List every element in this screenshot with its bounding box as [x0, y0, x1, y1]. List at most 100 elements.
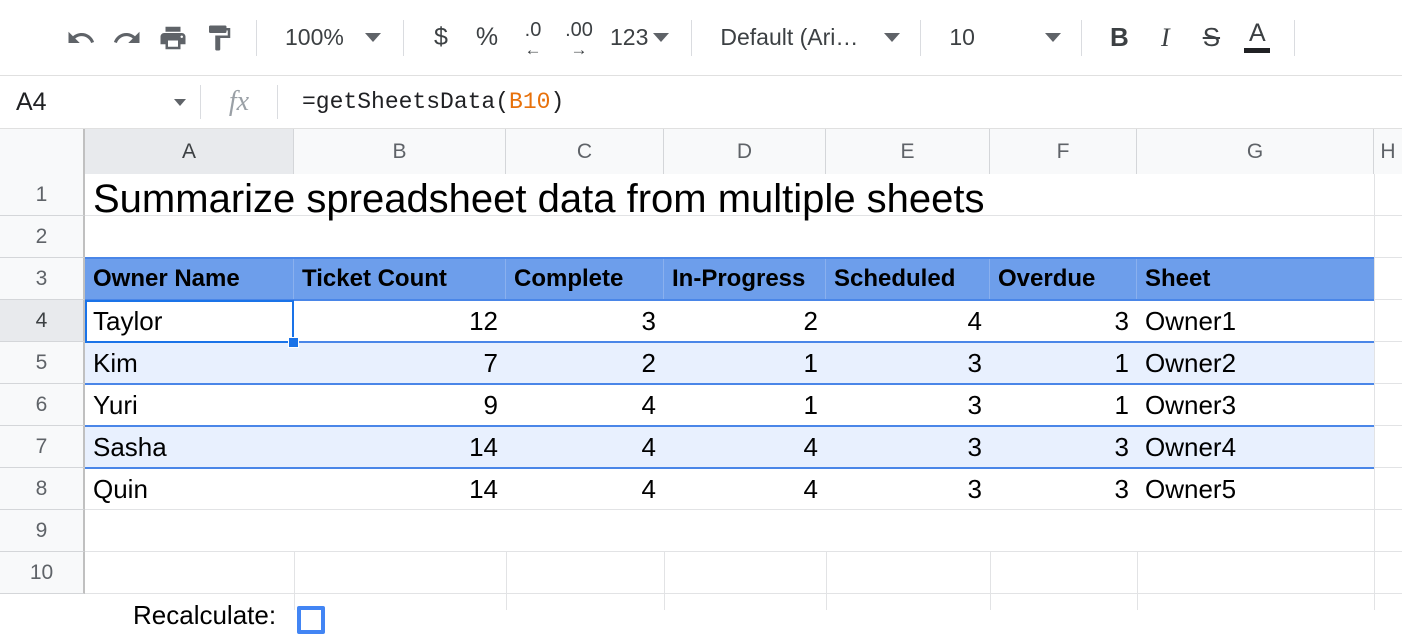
row-band-5: [85, 342, 1374, 384]
column-header-h[interactable]: H: [1374, 129, 1402, 174]
toolbar: 100% $ % .0 ← .00 → 123 Default (Ari… 10: [0, 0, 1402, 76]
name-box[interactable]: A4: [0, 76, 200, 129]
print-button[interactable]: [150, 15, 196, 61]
row-header-1[interactable]: 1: [0, 174, 85, 216]
cell-e4[interactable]: 4: [967, 305, 982, 336]
cell-e8[interactable]: 3: [967, 473, 982, 504]
number-format-selector[interactable]: 123: [602, 15, 677, 61]
cell-f4[interactable]: 3: [1114, 305, 1129, 336]
cell-d4[interactable]: 2: [803, 305, 818, 336]
cell-d8[interactable]: 4: [803, 473, 818, 504]
cell-d7[interactable]: 4: [803, 431, 818, 462]
bold-button[interactable]: B: [1096, 15, 1142, 61]
redo-icon: [112, 23, 142, 53]
table-header-overdue[interactable]: Overdue: [990, 258, 1137, 300]
table-header-sheet[interactable]: Sheet: [1137, 258, 1374, 300]
paint-format-button[interactable]: [196, 15, 242, 61]
column-header-b[interactable]: B: [294, 129, 506, 174]
strikethrough-button[interactable]: S: [1188, 15, 1234, 61]
cell-c7[interactable]: 4: [641, 431, 656, 462]
cell-c5[interactable]: 2: [641, 347, 656, 378]
font-size-value: 10: [949, 24, 975, 50]
column-header-e[interactable]: E: [826, 129, 990, 174]
redo-button[interactable]: [104, 15, 150, 61]
table-header-complete[interactable]: Complete: [506, 258, 664, 300]
percent-format-button[interactable]: %: [464, 15, 510, 61]
table-border-row-6: [85, 425, 1374, 427]
cell-g6[interactable]: Owner3: [1145, 389, 1237, 420]
row-header-2[interactable]: 2: [0, 216, 85, 258]
text-color-button[interactable]: A: [1234, 15, 1280, 61]
cell-e5[interactable]: 3: [967, 347, 982, 378]
cell-c6[interactable]: 4: [641, 389, 656, 420]
recalculate-checkbox[interactable]: [297, 606, 325, 634]
row-header-8[interactable]: 8: [0, 468, 85, 510]
cell-f5[interactable]: 1: [1114, 347, 1129, 378]
cell-b6[interactable]: 9: [483, 389, 498, 420]
cell-a10-recalculate-label[interactable]: Recalculate:: [133, 599, 277, 630]
cell-g8[interactable]: Owner5: [1145, 473, 1237, 504]
row-header-9[interactable]: 9: [0, 510, 85, 552]
increase-decimal-arrow: →: [570, 39, 588, 59]
cell-d6[interactable]: 1: [803, 389, 818, 420]
font-size-selector[interactable]: 10: [935, 15, 1067, 61]
cell-a7[interactable]: Sasha: [93, 431, 167, 462]
cell-e7[interactable]: 3: [967, 431, 982, 462]
cell-a8[interactable]: Quin: [93, 473, 148, 504]
decrease-decimal-arrow: ←: [524, 39, 542, 59]
cell-b8[interactable]: 14: [469, 473, 498, 504]
table-header-ticket-count[interactable]: Ticket Count: [294, 258, 506, 300]
select-all-corner[interactable]: [0, 129, 85, 174]
row-header-10[interactable]: 10: [0, 552, 85, 594]
gridline-row-9: [85, 551, 1402, 552]
row-header-5[interactable]: 5: [0, 342, 85, 384]
cell-f7[interactable]: 3: [1114, 431, 1129, 462]
toolbar-divider-3: [691, 19, 693, 56]
cell-b5[interactable]: 7: [483, 347, 498, 378]
cell-c8[interactable]: 4: [641, 473, 656, 504]
spreadsheet-grid: A B C D E F G H 1 2 3 4 5 6 7 8 9 10 Sum…: [0, 129, 1402, 634]
function-icon[interactable]: fx: [228, 86, 250, 117]
cell-d5[interactable]: 1: [803, 347, 818, 378]
cell-g4[interactable]: Owner1: [1145, 305, 1237, 336]
toolbar-divider-5: [1081, 19, 1083, 56]
row-header-7[interactable]: 7: [0, 426, 85, 468]
table-header-scheduled[interactable]: Scheduled: [826, 258, 990, 300]
table-header-owner-name[interactable]: Owner Name: [85, 258, 294, 300]
undo-button[interactable]: [58, 15, 104, 61]
column-header-c[interactable]: C: [506, 129, 664, 174]
row-header-4[interactable]: 4: [0, 300, 85, 342]
column-header-g[interactable]: G: [1137, 129, 1374, 174]
cells-area: Summarize spreadsheet data from multiple…: [85, 174, 1402, 634]
formula-input[interactable]: =getSheetsData(B10): [278, 76, 1402, 129]
column-header-f[interactable]: F: [990, 129, 1137, 174]
row-header-3[interactable]: 3: [0, 258, 85, 300]
cell-c4[interactable]: 3: [641, 305, 656, 336]
cell-a6[interactable]: Yuri: [93, 389, 138, 420]
sheet-title[interactable]: Summarize spreadsheet data from multiple…: [93, 176, 985, 221]
cell-e6[interactable]: 3: [967, 389, 982, 420]
cell-f6[interactable]: 1: [1114, 389, 1129, 420]
currency-format-button[interactable]: $: [418, 15, 464, 61]
row-header-6[interactable]: 6: [0, 384, 85, 426]
cell-a4[interactable]: Taylor: [93, 305, 163, 336]
cell-a5[interactable]: Kim: [93, 347, 138, 378]
cell-b7[interactable]: 14: [469, 431, 498, 462]
cell-g5[interactable]: Owner2: [1145, 347, 1237, 378]
table-border-row-4: [85, 341, 1374, 343]
decrease-decimal-button[interactable]: .0 ←: [510, 15, 556, 61]
increase-decimal-button[interactable]: .00 →: [556, 15, 602, 61]
column-header-d[interactable]: D: [664, 129, 826, 174]
formula-prefix: =getSheetsData(: [302, 89, 510, 115]
cell-b4[interactable]: 12: [469, 305, 498, 336]
zoom-selector[interactable]: 100%: [271, 15, 389, 61]
increase-decimal-icon: .00 →: [556, 15, 602, 61]
column-header-a[interactable]: A: [85, 129, 294, 174]
cell-f8[interactable]: 3: [1114, 473, 1129, 504]
italic-button[interactable]: I: [1142, 15, 1188, 61]
font-family-selector[interactable]: Default (Ari…: [706, 15, 906, 61]
gridline-col-g: [1374, 174, 1375, 610]
cell-g7[interactable]: Owner4: [1145, 431, 1237, 462]
fill-handle[interactable]: [288, 337, 299, 348]
table-header-in-progress[interactable]: In-Progress: [664, 258, 826, 300]
